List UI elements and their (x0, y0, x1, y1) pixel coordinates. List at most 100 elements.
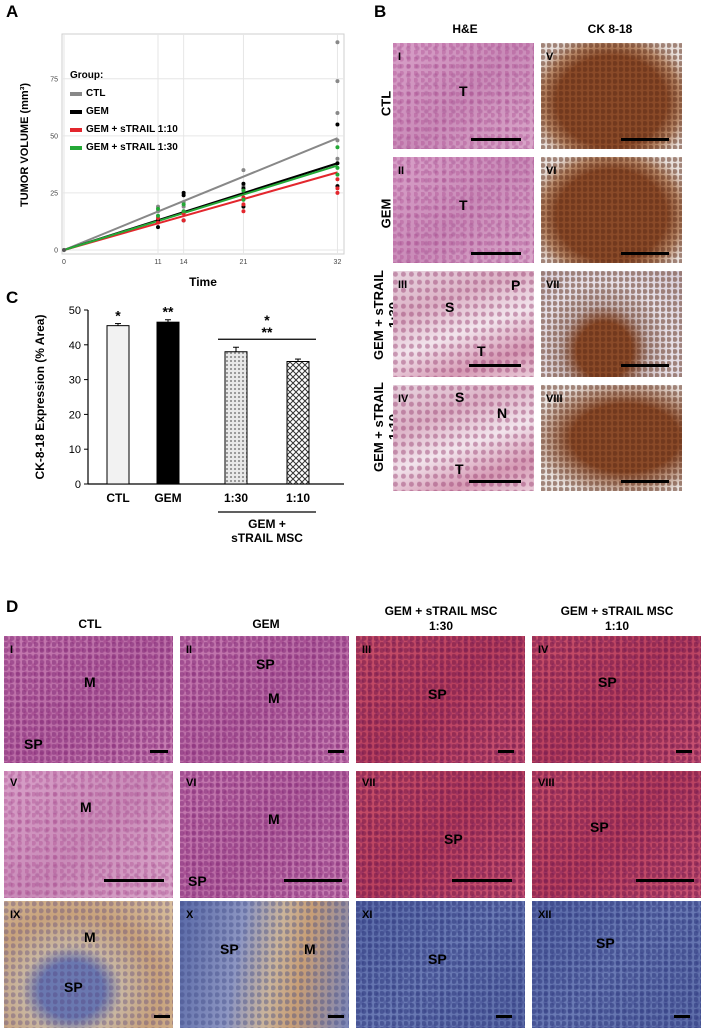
data-point (156, 225, 160, 230)
panel-letter-b: B (374, 2, 387, 21)
scale-bar (621, 138, 669, 141)
roman-label: VII (362, 777, 376, 789)
roman-label: IV (538, 644, 549, 656)
tissue-mark: M (268, 811, 280, 827)
data-point (335, 79, 340, 84)
micrograph-d-xi: XI SP (356, 901, 525, 1028)
fit-line (63, 137, 338, 251)
data-point (335, 186, 340, 191)
data-point (156, 213, 160, 218)
scale-bar (621, 364, 669, 367)
tissue-mark: S (455, 389, 465, 405)
micrograph-b-v: V (541, 43, 682, 149)
tissue-mark: M (84, 674, 96, 690)
micrograph-d-v: V M (4, 771, 173, 898)
y-tick-label: 40 (69, 340, 81, 352)
scale-bar (469, 480, 521, 483)
y-tick-label: 50 (50, 133, 58, 140)
data-point (241, 202, 246, 207)
roman-label: VIII (538, 777, 555, 789)
scale-bar (469, 364, 521, 367)
data-point (335, 165, 340, 170)
roman-label: V (10, 777, 18, 789)
bar (156, 321, 180, 485)
roman-label: III (362, 644, 372, 656)
y-tick-label: 0 (75, 479, 81, 491)
tissue-mark: SP (24, 736, 43, 752)
y-tick-label: 10 (69, 444, 81, 456)
x-tick-label: 32 (334, 259, 342, 266)
roman-label: XI (362, 909, 373, 921)
x-tick-label: 11 (154, 259, 161, 266)
tissue-mark: S (445, 299, 455, 315)
micrograph-b-viii: VIII (541, 385, 682, 491)
micrograph-d-ii: II SP M (180, 636, 349, 763)
y-axis-label: CK-8-18 Expression (% Area) (33, 315, 47, 480)
tissue-mark: SP (188, 873, 207, 889)
data-point (335, 138, 340, 143)
data-point (335, 172, 340, 177)
data-point (241, 197, 246, 202)
legend-title: Group: (70, 70, 103, 81)
scale-bar (636, 879, 694, 882)
tissue-mark: SP (444, 831, 463, 847)
roman-label: I (10, 644, 14, 656)
data-point (335, 145, 340, 150)
data-point (335, 177, 340, 182)
scale-bar (154, 1015, 170, 1018)
scale-bar (471, 138, 521, 141)
scale-bar (328, 750, 344, 753)
x-axis-label: Time (189, 275, 217, 289)
significance-mark: ** (262, 324, 273, 340)
data-point (241, 188, 246, 193)
y-tick-label: 0 (54, 248, 58, 255)
roman-label: VI (546, 165, 557, 177)
tissue-mark: SP (428, 686, 447, 702)
micrograph-d-vii: VII SP (356, 771, 525, 898)
data-point (241, 181, 246, 186)
group-label: sTRAIL MSC (231, 531, 303, 545)
legend-label: GEM (86, 106, 109, 117)
data-point (181, 218, 186, 223)
y-tick-label: 75 (50, 76, 58, 83)
group-label: GEM + (248, 517, 286, 531)
column-header-d-130: GEM + sTRAIL MSC 1:30 (384, 604, 498, 633)
roman-label: V (546, 51, 554, 63)
data-point (335, 161, 340, 166)
data-point (241, 168, 246, 173)
roman-label: VIII (546, 393, 563, 405)
column-header-he: H&E (452, 22, 478, 36)
scale-bar (496, 1015, 512, 1018)
x-tick-label: 21 (240, 259, 248, 266)
tissue-mark: T (459, 83, 468, 99)
tissue-mark: T (477, 343, 486, 359)
y-tick-label: 25 (50, 190, 58, 197)
legend-label: CTL (86, 88, 105, 99)
scale-bar (150, 750, 168, 753)
roman-label: IV (398, 393, 409, 405)
micrograph-d-vi: VI M SP (180, 771, 349, 898)
scale-bar (104, 879, 164, 882)
column-header-d-gem: GEM (252, 617, 280, 631)
tissue-mark: M (80, 799, 92, 815)
data-point (181, 202, 186, 207)
tissue-mark: SP (598, 674, 617, 690)
tissue-mark: P (511, 277, 521, 293)
fit-line (63, 164, 338, 251)
tissue-mark: SP (596, 935, 615, 951)
scale-bar (498, 750, 514, 753)
tissue-mark: N (497, 405, 508, 421)
y-tick-label: 50 (69, 305, 81, 317)
x-tick-label: 0 (62, 259, 66, 266)
micrograph-b-i: I T (393, 43, 534, 149)
scale-bar (621, 480, 669, 483)
scale-bar (452, 879, 512, 882)
tissue-mark: T (459, 197, 468, 213)
roman-label: VII (546, 279, 560, 291)
micrograph-b-iii: III S P T (393, 271, 534, 377)
scale-bar (284, 879, 342, 882)
bar (224, 351, 248, 485)
category-label: CTL (106, 491, 129, 505)
roman-label: I (398, 51, 402, 63)
